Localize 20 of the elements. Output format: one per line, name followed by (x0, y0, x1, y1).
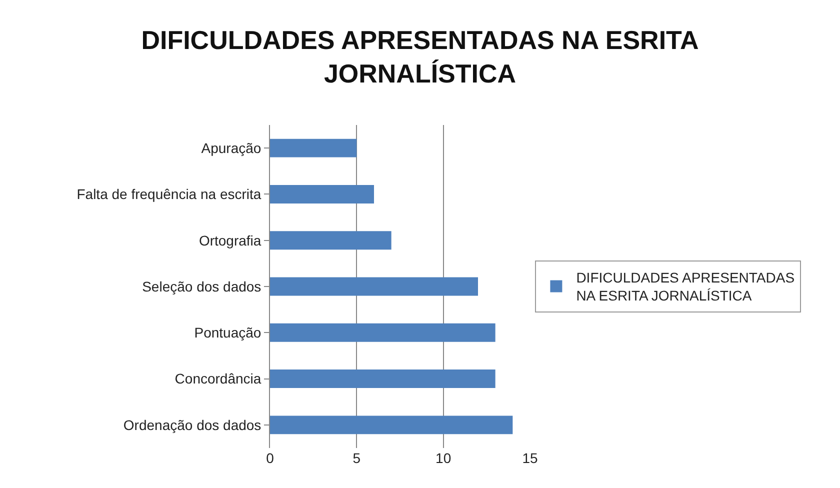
x-tick-label: 0 (266, 450, 274, 466)
bar (270, 323, 496, 342)
y-tick-label: Seleção dos dados (142, 278, 262, 294)
x-tick-label: 5 (352, 450, 361, 466)
y-tick-label: Concordância (174, 370, 262, 387)
x-tick-label: 15 (522, 450, 538, 466)
y-tick-label: Ortografia (198, 232, 262, 248)
x-tick-label: 10 (436, 450, 452, 466)
bar (270, 370, 496, 388)
y-tick-label: Ordenação dos dados (123, 416, 262, 433)
bar (270, 184, 374, 204)
y-tick-label: Pontuação (194, 324, 262, 341)
legend-label: DIFICULDADES APRESENTADAS NA ESRITA JORNALÍSTICA (576, 270, 795, 304)
bar (270, 231, 392, 250)
bar (270, 138, 357, 158)
chart-title: DIFICULDADES APRESENTADAS NA ESRITA JORNALÍSTICA (141, 24, 700, 89)
bar (270, 416, 513, 434)
y-tick-label: Falta de frequência na escrita (76, 186, 262, 202)
y-tick-label: Apuração (201, 140, 262, 156)
bar (270, 277, 478, 296)
